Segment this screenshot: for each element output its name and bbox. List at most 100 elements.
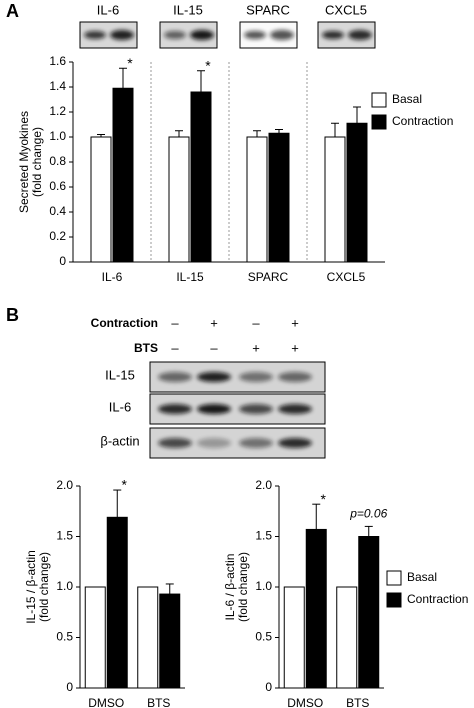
y-tick-label: 1.2 <box>49 104 66 118</box>
bar <box>90 136 112 263</box>
x-tick-label: IL-15 <box>176 270 204 284</box>
y-axis-label: Secreted Myokines <box>17 111 31 213</box>
y-tick-label: 0 <box>66 680 73 694</box>
x-tick-label: DMSO <box>287 696 323 708</box>
y-tick-label: 0.6 <box>49 179 66 193</box>
y-tick-label: 1.0 <box>255 579 272 593</box>
x-tick-label: SPARC <box>248 270 289 284</box>
significance-label: * <box>127 55 133 71</box>
blot-row-label: IL-6 <box>109 399 131 414</box>
y-axis-label: IL-15 / β-actin <box>24 550 38 624</box>
y-tick-label: 0.5 <box>56 630 73 644</box>
significance-label: p=0.06 <box>349 507 387 521</box>
blot-band <box>84 31 106 39</box>
y-tick-label: 1.6 <box>49 54 66 68</box>
y-tick-label: 0.2 <box>49 229 66 243</box>
error-bar <box>175 130 183 137</box>
x-tick-label: IL-6 <box>102 270 123 284</box>
y-axis-label: (fold change) <box>30 127 44 197</box>
bar <box>190 91 212 263</box>
blot-band <box>197 372 231 382</box>
condition-sign: – <box>171 315 179 330</box>
bar <box>246 136 268 263</box>
y-axis-label: IL-6 / β-actin <box>223 554 237 621</box>
y-tick-label: 1.5 <box>56 529 73 543</box>
error-bar <box>275 129 283 134</box>
bar <box>268 132 290 263</box>
legend-label: Contraction <box>407 592 468 606</box>
significance-label: * <box>122 477 128 493</box>
condition-sign: – <box>210 340 218 355</box>
blot-band <box>278 372 312 382</box>
panel-label: B <box>6 305 19 325</box>
blot-band <box>278 404 312 414</box>
condition-sign: + <box>291 340 299 355</box>
condition-label: Contraction <box>91 316 158 330</box>
legend-swatch <box>386 570 402 586</box>
blot-band <box>322 31 344 39</box>
blot-band <box>190 30 214 40</box>
bar <box>112 87 134 263</box>
error-bar <box>113 489 122 518</box>
condition-sign: + <box>210 315 218 330</box>
y-tick-label: 1.5 <box>255 529 272 543</box>
legend-label: Basal <box>407 570 437 584</box>
blot-band <box>239 438 273 448</box>
legend-swatch <box>371 92 387 108</box>
significance-label: * <box>205 57 211 73</box>
blot-band <box>348 30 372 40</box>
bar <box>84 586 106 689</box>
error-bar <box>331 122 339 137</box>
y-tick-label: 1.0 <box>56 579 73 593</box>
blot-band <box>270 30 294 40</box>
error-bar <box>253 130 261 137</box>
blot-band <box>158 372 192 382</box>
y-axis-label: (fold change) <box>236 552 250 622</box>
bar <box>305 528 327 689</box>
error-bar <box>165 583 174 595</box>
blot-band <box>278 438 312 448</box>
legend-label: Contraction <box>392 114 453 128</box>
blot-band <box>239 404 273 414</box>
bar <box>137 586 159 689</box>
blot-band <box>158 438 192 448</box>
blot-band <box>239 372 273 382</box>
bar <box>159 593 181 689</box>
y-tick-label: 0.5 <box>255 630 272 644</box>
blot-label: IL-15 <box>173 2 203 17</box>
y-tick-label: 0 <box>59 254 66 268</box>
error-bar <box>364 525 373 537</box>
bar <box>106 516 128 689</box>
bar <box>168 136 190 263</box>
condition-sign: – <box>171 340 179 355</box>
error-bar <box>119 67 127 89</box>
x-tick-label: BTS <box>346 696 369 708</box>
blot-label: SPARC <box>246 2 290 17</box>
panel-label: A <box>6 1 19 21</box>
y-tick-label: 2.0 <box>56 478 73 492</box>
y-tick-label: 0.8 <box>49 154 66 168</box>
error-bar <box>97 134 105 137</box>
blot-label: CXCL5 <box>325 2 367 17</box>
y-axis-label: (fold change) <box>37 552 51 622</box>
y-tick-label: 0 <box>265 680 272 694</box>
legend-swatch <box>371 114 387 130</box>
legend-swatch <box>386 592 402 608</box>
significance-label: * <box>321 491 327 507</box>
blot-label: IL-6 <box>97 2 119 17</box>
bar <box>336 586 358 689</box>
error-bar <box>353 106 361 124</box>
y-tick-label: 1.0 <box>49 129 66 143</box>
x-tick-label: CXCL5 <box>327 270 366 284</box>
legend-label: Basal <box>392 92 422 106</box>
condition-label: BTS <box>134 341 158 355</box>
blot-band <box>164 31 186 39</box>
y-tick-label: 0.4 <box>49 204 66 218</box>
x-tick-label: BTS <box>147 696 170 708</box>
blot-band <box>197 438 231 448</box>
blot-row-label: β-actin <box>100 433 139 448</box>
blot-band <box>197 404 231 414</box>
bar <box>324 136 346 263</box>
condition-sign: + <box>252 340 260 355</box>
